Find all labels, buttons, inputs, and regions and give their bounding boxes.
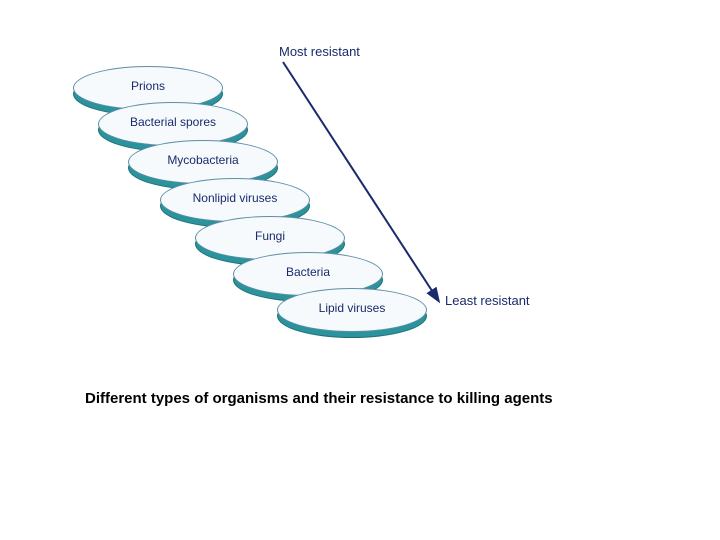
caption-text: Different types of organisms and their r… — [85, 390, 553, 407]
disc-label: Bacteria — [286, 265, 330, 279]
most-resistant-label: Most resistant — [279, 44, 360, 59]
organism-disc: Lipid viruses — [277, 288, 425, 336]
disc-label: Fungi — [255, 229, 285, 243]
least-resistant-label: Least resistant — [445, 293, 530, 308]
disc-label: Nonlipid viruses — [193, 191, 278, 205]
disc-top: Lipid viruses — [277, 288, 427, 332]
disc-label: Bacterial spores — [130, 115, 216, 129]
disc-label: Prions — [131, 79, 165, 93]
disc-label: Mycobacteria — [167, 153, 238, 167]
disc-label: Lipid viruses — [319, 301, 386, 315]
resistance-diagram: Most resistant Least resistant Prions Bac… — [0, 0, 720, 540]
